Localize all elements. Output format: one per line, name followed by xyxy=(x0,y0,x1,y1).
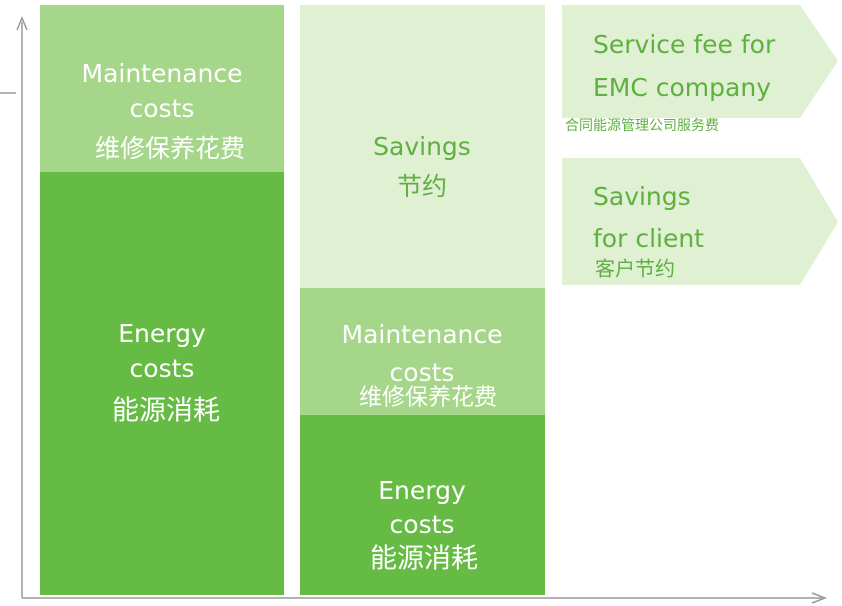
label: Savings xyxy=(373,132,471,161)
label: 节约 xyxy=(397,172,447,201)
label: 维修保养花费 xyxy=(359,385,497,411)
label: 能源消耗 xyxy=(370,544,478,575)
label: Maintenance xyxy=(82,59,243,88)
arrow-shape xyxy=(562,5,838,118)
label: for client xyxy=(593,224,704,253)
axes xyxy=(0,16,828,604)
block xyxy=(300,5,545,288)
label: 客户节约 xyxy=(595,257,675,281)
block xyxy=(40,5,284,172)
label: Energy xyxy=(378,476,466,505)
label: 能源消耗 xyxy=(112,396,220,427)
block xyxy=(300,288,545,415)
label: Service fee for xyxy=(593,30,776,59)
label: costs xyxy=(130,94,195,123)
label: costs xyxy=(390,358,455,387)
label: EMC company xyxy=(593,73,771,102)
label: costs xyxy=(390,510,455,539)
block xyxy=(300,415,545,595)
arrow-shape xyxy=(562,158,838,285)
label: Savings xyxy=(593,182,691,211)
x-arrow xyxy=(811,592,828,604)
label: 维修保养花费 xyxy=(95,134,245,163)
label: 合同能源管理公司服务费 xyxy=(565,118,719,134)
label: costs xyxy=(130,354,195,383)
y-arrow xyxy=(16,16,28,31)
block xyxy=(40,172,284,595)
label: Energy xyxy=(118,319,206,348)
label: Maintenance xyxy=(342,320,503,349)
